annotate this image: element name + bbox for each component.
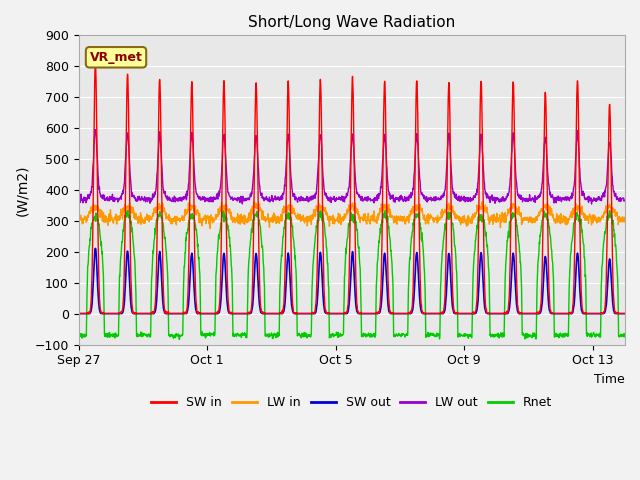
SW out	[165, 311, 173, 316]
Line: LW in: LW in	[79, 202, 625, 228]
SW in	[92, 61, 99, 67]
LW out	[621, 198, 628, 204]
Line: LW out: LW out	[79, 130, 625, 204]
SW in	[75, 311, 83, 316]
LW out	[90, 150, 97, 156]
SW out	[501, 311, 509, 316]
SW in	[369, 311, 376, 316]
LW in	[164, 217, 172, 223]
Rnet	[369, 332, 376, 338]
Line: SW out: SW out	[79, 248, 625, 313]
SW out	[369, 311, 376, 316]
LW out	[588, 201, 595, 207]
LW in	[501, 210, 509, 216]
LW in	[206, 226, 214, 231]
Rnet	[196, 287, 204, 292]
LW out	[196, 196, 204, 202]
SW in	[501, 311, 509, 316]
Line: Rnet: Rnet	[79, 209, 625, 339]
SW in	[621, 311, 628, 316]
SW in	[165, 311, 173, 316]
LW in	[621, 215, 628, 220]
Rnet	[621, 334, 628, 339]
X-axis label: Time: Time	[595, 373, 625, 386]
Rnet	[75, 333, 83, 339]
SW out	[212, 311, 220, 316]
LW in	[212, 212, 220, 217]
Rnet	[90, 215, 97, 221]
Rnet	[501, 276, 509, 282]
Rnet	[164, 309, 172, 314]
Title: Short/Long Wave Radiation: Short/Long Wave Radiation	[248, 15, 456, 30]
SW in	[212, 311, 220, 316]
LW in	[90, 207, 97, 213]
LW out	[501, 196, 509, 202]
Rnet	[212, 287, 220, 293]
LW in	[196, 214, 204, 220]
LW out	[75, 195, 83, 201]
Rnet	[220, 206, 228, 212]
LW out	[369, 197, 376, 203]
Legend: SW in, LW in, SW out, LW out, Rnet: SW in, LW in, SW out, LW out, Rnet	[147, 391, 557, 414]
Line: SW in: SW in	[79, 64, 625, 313]
LW in	[250, 199, 257, 204]
LW in	[75, 217, 83, 223]
LW out	[212, 196, 220, 202]
SW in	[90, 154, 97, 159]
SW out	[92, 245, 99, 251]
Y-axis label: (W/m2): (W/m2)	[15, 164, 29, 216]
Rnet	[175, 336, 183, 342]
SW out	[75, 311, 83, 316]
LW out	[92, 127, 99, 132]
LW in	[369, 213, 376, 219]
SW in	[196, 311, 204, 316]
SW out	[90, 270, 97, 276]
LW out	[165, 196, 173, 202]
SW out	[621, 311, 628, 316]
Text: VR_met: VR_met	[90, 51, 143, 64]
SW out	[196, 311, 204, 316]
